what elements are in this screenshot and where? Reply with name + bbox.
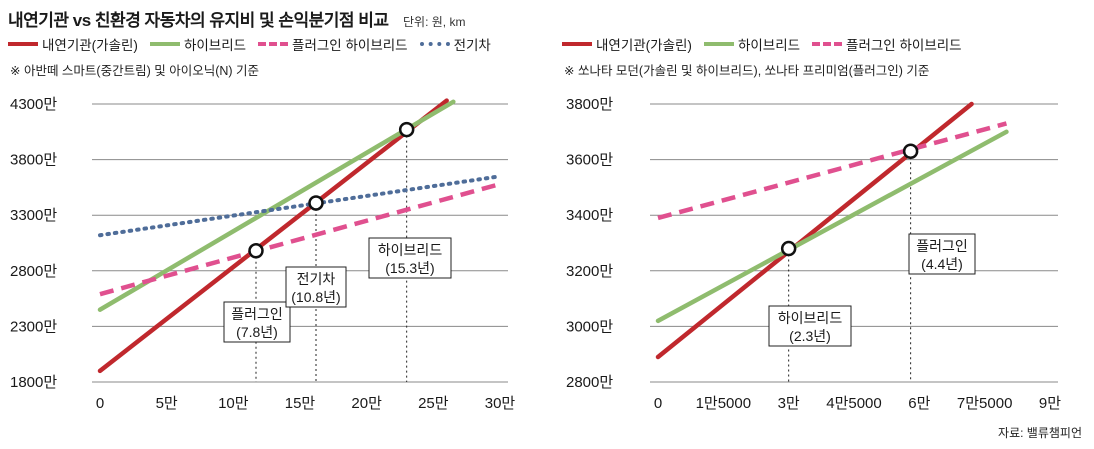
chart1-callout-box — [368, 237, 452, 279]
legend-swatch-ev — [419, 42, 450, 46]
legend-swatch-hybrid — [149, 42, 180, 46]
chart1-breakeven-point — [308, 195, 324, 211]
chart2-x-tick-label: 6만 — [908, 395, 930, 412]
chart2-y-tick-label: 2800만 — [566, 374, 613, 391]
chart2-callout-years: (4.4년) — [921, 256, 963, 272]
chart2-series-line-2 — [657, 121, 1008, 221]
legend-label-ice: 내연기관(가솔린) — [42, 38, 138, 53]
chart1-callout-box — [285, 266, 347, 308]
chart1-series-line-0 — [97, 98, 449, 374]
legend-label-hybrid-right: 하이브리드 — [737, 38, 801, 53]
chart2-callout-box — [908, 233, 976, 275]
chart1-breakeven-point — [398, 121, 415, 138]
right-note: ※ 쏘나타 모던(가솔린 및 하이브리드), 쏘나타 프리미엄(플러그인) 기준 — [564, 64, 930, 78]
legend-label-ice-right: 내연기관(가솔린) — [596, 38, 692, 53]
legend-swatch-ice-right — [562, 42, 592, 46]
chart2-x-tick-label: 9만 — [1039, 395, 1061, 412]
legend-item-hybrid: 하이브리드 — [149, 34, 247, 54]
chart1-x-tick-label: 25만 — [418, 395, 449, 412]
left-note: ※ 아반떼 스마트(중간트림) 및 아이오닉(N) 기준 — [10, 64, 260, 78]
chart1-callout-years: (7.8년) — [236, 324, 278, 340]
chart1-callout-label: 플러그인 — [231, 306, 283, 322]
chart2-series-line-1 — [655, 129, 1009, 324]
chart1-series-line-1 — [97, 99, 456, 312]
chart1-y-tick-label: 2800만 — [10, 263, 57, 280]
unit-label: 단위: 원, km — [403, 15, 466, 29]
chart1-y-tick-label: 4300만 — [10, 96, 57, 113]
chart1-x-tick-label: 10만 — [218, 395, 249, 412]
chart1-y-tick-label: 3300만 — [10, 207, 57, 224]
chart1-callout-label: 하이브리드 — [378, 242, 443, 258]
legend-swatch-plugin — [258, 42, 289, 46]
chart-title: 내연기관 vs 친환경 자동차의 유지비 및 손익분기점 비교 — [8, 11, 389, 30]
chart1-series-line-2 — [99, 181, 501, 297]
chart2-y-tick-label: 3200만 — [566, 263, 613, 280]
legend-label-plugin-right: 플러그인 하이브리드 — [846, 38, 962, 53]
chart1-x-tick-label: 15만 — [285, 395, 316, 412]
chart1-x-tick-label: 30만 — [485, 395, 516, 412]
chart2-y-tick-label: 3800만 — [566, 96, 613, 113]
header: 내연기관 vs 친환경 자동차의 유지비 및 손익분기점 비교 단위: 원, k… — [8, 6, 465, 31]
chart1-x-tick-label: 5만 — [156, 395, 178, 412]
legend-label-plugin: 플러그인 하이브리드 — [292, 38, 408, 53]
chart2-x-tick-label: 4만5000 — [826, 395, 882, 412]
legend-swatch-plugin-right — [812, 42, 843, 46]
chart1-callout-label: 전기차 — [297, 271, 336, 287]
chart2-x-tick-label: 0 — [654, 395, 662, 412]
legend-item-hybrid-right: 하이브리드 — [703, 34, 801, 54]
right-legend: 내연기관(가솔린) 하이브리드 플러그인 하이브리드 — [562, 34, 962, 54]
chart2-x-tick-label: 7만5000 — [957, 395, 1013, 412]
chart1-series-line-3 — [98, 174, 502, 238]
legend-label-hybrid: 하이브리드 — [183, 38, 247, 53]
legend-item-ice-right: 내연기관(가솔린) — [562, 34, 692, 54]
chart1-y-tick-label: 2300만 — [10, 318, 57, 335]
chart1-callout-box — [223, 301, 291, 343]
chart2-breakeven-point — [902, 143, 919, 160]
legend-swatch-ice — [8, 42, 38, 46]
legend-swatch-hybrid-right — [703, 42, 734, 46]
chart2-y-tick-label: 3000만 — [566, 318, 613, 335]
chart1-breakeven-point — [248, 243, 264, 259]
chart1-callout-years: (15.3년) — [385, 260, 434, 276]
chart1-x-tick-label: 0 — [96, 395, 104, 412]
chart2-callout-box — [768, 305, 852, 347]
chart2-y-tick-label: 3600만 — [566, 152, 613, 169]
chart1-y-tick-label: 1800만 — [10, 374, 57, 391]
chart1-x-tick-label: 20만 — [351, 395, 382, 412]
legend-item-plugin: 플러그인 하이브리드 — [258, 34, 408, 54]
chart2-x-tick-label: 1만5000 — [696, 395, 752, 412]
source-label: 자료: 밸류챔피언 — [998, 426, 1082, 440]
chart2-x-tick-label: 3만 — [778, 395, 800, 412]
legend-item-ice: 내연기관(가솔린) — [8, 34, 138, 54]
chart1-y-tick-label: 3800만 — [10, 152, 57, 169]
chart2-breakeven-point — [780, 240, 797, 257]
chart2-callout-label: 하이브리드 — [778, 310, 843, 326]
chart1-callout-years: (10.8년) — [291, 289, 340, 305]
left-legend: 내연기관(가솔린) 하이브리드 플러그인 하이브리드 전기차 — [8, 34, 491, 54]
legend-item-ev: 전기차 — [419, 34, 491, 54]
legend-item-plugin-right: 플러그인 하이브리드 — [812, 34, 962, 54]
chart2-y-tick-label: 3400만 — [566, 207, 613, 224]
chart2-callout-label: 플러그인 — [916, 238, 968, 254]
chart2-callout-years: (2.3년) — [789, 328, 831, 344]
legend-label-ev: 전기차 — [453, 38, 491, 53]
